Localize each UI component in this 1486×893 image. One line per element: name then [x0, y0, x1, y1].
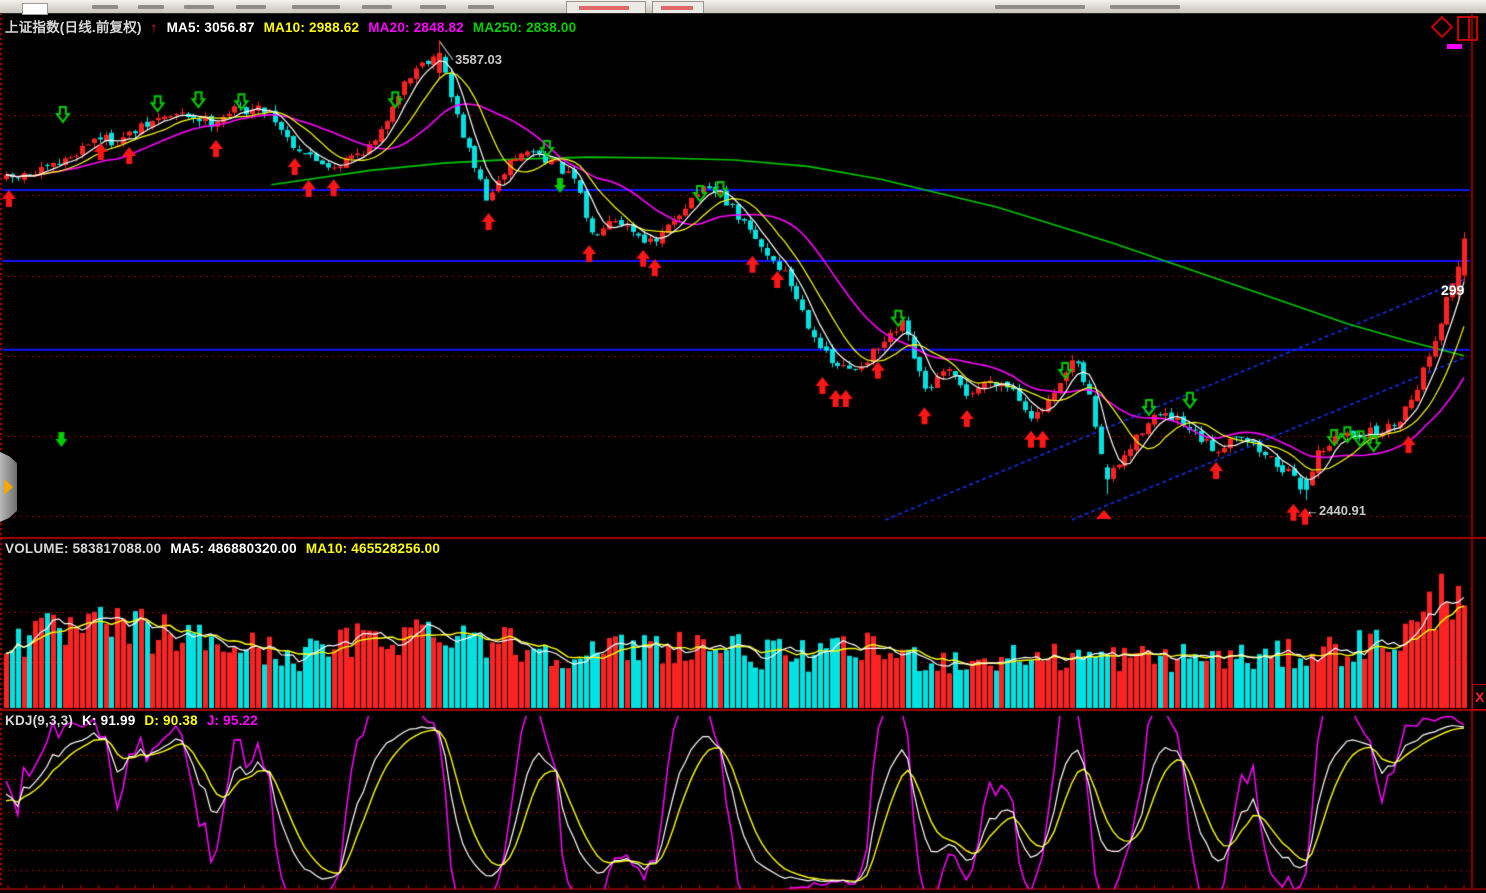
peak-price-label: 3587.03	[455, 52, 502, 67]
up-arrow-icon: ↑	[150, 20, 158, 35]
menu-item[interactable]	[236, 5, 266, 9]
low-price-label: ←2440.91	[1306, 503, 1366, 518]
kdj-name: KDJ(9,3,3)	[5, 713, 74, 728]
kdj-j-value: J: 95.22	[206, 713, 258, 728]
sidebar-expand-handle[interactable]	[0, 452, 17, 522]
minimize-icon[interactable]	[1447, 44, 1462, 49]
window-restore-icon[interactable]	[1457, 16, 1478, 41]
menu-item[interactable]	[92, 5, 118, 9]
ma250-value: MA250: 2838.00	[472, 20, 577, 35]
menu-item[interactable]	[468, 5, 494, 9]
volume-value: VOLUME: 583817088.00	[5, 541, 162, 556]
ma20-value: MA20: 2848.82	[368, 20, 464, 35]
right-axis-price-label: 299	[1441, 282, 1465, 298]
menu-item[interactable]	[420, 5, 446, 9]
kdj-k-value: K: 91.99	[82, 713, 136, 728]
menu-item[interactable]	[184, 5, 214, 9]
quote-button-2[interactable]	[652, 1, 704, 13]
expand-arrow-icon	[4, 479, 13, 495]
ma10-value: MA10: 2988.62	[263, 20, 360, 35]
menu-item[interactable]	[292, 5, 340, 9]
menu-item[interactable]	[1110, 5, 1180, 9]
volume-ma10-value: MA10: 465528256.00	[305, 541, 441, 556]
kdj-pane-header: KDJ(9,3,3) K: 91.99 D: 90.38 J: 95.22	[5, 713, 267, 728]
menu-item[interactable]	[138, 5, 164, 9]
menu-bar[interactable]	[0, 0, 1486, 15]
menu-item[interactable]	[362, 5, 392, 9]
main-pane-header: 上证指数(日线.前复权) ↑ MA5: 3056.87 MA10: 2988.62 MA…	[5, 16, 585, 36]
volume-ma5-value: MA5: 486880320.00	[170, 541, 297, 556]
volume-pane-header: VOLUME: 583817088.00 MA5: 486880320.00 MA1…	[5, 541, 449, 556]
kdj-d-value: D: 90.38	[144, 713, 198, 728]
close-indicator-button[interactable]: X	[1472, 684, 1486, 710]
symbol-title: 上证指数(日线.前复权)	[5, 20, 142, 35]
quote-button-1[interactable]	[566, 1, 646, 13]
menu-item[interactable]	[995, 5, 1085, 9]
menu-bar-input-box[interactable]	[22, 3, 48, 15]
ma5-value: MA5: 3056.87	[166, 20, 255, 35]
